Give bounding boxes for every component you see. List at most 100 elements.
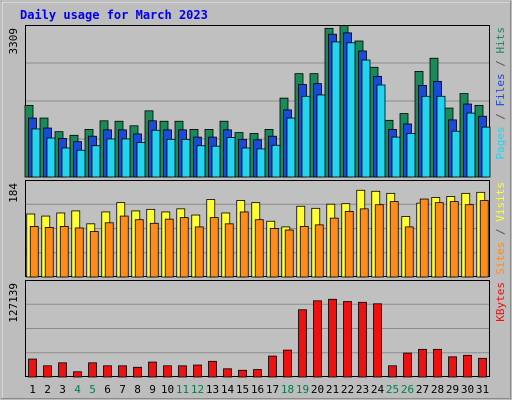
bar-pages <box>166 138 176 178</box>
bar-pages <box>226 137 236 178</box>
x-tick-label: 10 <box>161 383 174 396</box>
bar-kbytes <box>283 349 292 378</box>
series-kbytes <box>28 298 487 378</box>
chart-title: Daily usage for March 2023 <box>20 8 208 22</box>
bar-kbytes <box>373 303 382 378</box>
bar-sites <box>374 204 384 278</box>
panels: 3309 Pages / Files / Hits 184 Sites / Visit… <box>7 25 507 378</box>
panel-side-label: Sites / Visits <box>494 182 507 275</box>
bar-sites <box>344 211 354 278</box>
bar-sites <box>299 226 309 278</box>
bar-sites <box>59 226 69 278</box>
bar-kbytes <box>268 355 277 378</box>
x-tick-label: 28 <box>431 383 444 396</box>
bar-pages <box>61 147 71 178</box>
x-tick-label: 6 <box>104 383 111 396</box>
bar-kbytes <box>28 358 37 378</box>
bar-kbytes <box>403 352 412 378</box>
x-tick-label: 19 <box>296 383 309 396</box>
bar-sites <box>89 231 99 278</box>
bar-sites <box>479 200 489 278</box>
bar-kbytes <box>223 368 232 378</box>
bar-sites <box>329 217 339 278</box>
bar-pages <box>181 138 191 178</box>
side-label-part: Sites <box>494 242 507 275</box>
bar-pages <box>241 147 251 178</box>
series-pages <box>31 41 491 178</box>
bar-kbytes <box>73 371 82 378</box>
bar-pages <box>316 94 326 178</box>
side-label-part: / <box>494 107 507 127</box>
panel-kbytes: 127139 KBytes <box>7 280 507 378</box>
side-label-part: Hits <box>494 27 507 54</box>
bar-pages <box>421 95 431 178</box>
x-tick-label: 8 <box>134 383 141 396</box>
side-label-part: KBytes <box>494 282 507 322</box>
bar-pages <box>106 138 116 178</box>
x-tick-label: 29 <box>446 383 459 396</box>
x-tick-label: 13 <box>206 383 219 396</box>
bar-sites <box>434 202 444 278</box>
x-tick-label: 7 <box>119 383 126 396</box>
x-tick-label: 30 <box>461 383 474 396</box>
bar-kbytes <box>103 365 112 378</box>
bar-kbytes <box>463 354 472 378</box>
bar-pages <box>361 59 371 178</box>
bar-kbytes <box>118 365 127 378</box>
bar-kbytes <box>88 362 97 378</box>
bar-kbytes <box>433 348 442 378</box>
panel-side-label: KBytes <box>494 282 507 322</box>
bar-sites <box>389 201 399 278</box>
bar-kbytes <box>178 365 187 378</box>
bar-pages <box>391 136 401 178</box>
x-tick-label: 23 <box>356 383 369 396</box>
x-tick-label: 25 <box>386 383 399 396</box>
bar-kbytes <box>133 366 142 378</box>
panel-max-label: 184 <box>7 183 20 203</box>
bar-pages <box>136 142 146 178</box>
bar-pages <box>256 148 266 178</box>
panel-max-label: 3309 <box>7 28 20 55</box>
x-tick-label: 9 <box>149 383 156 396</box>
bar-pages <box>301 95 311 178</box>
x-tick-label: 21 <box>326 383 339 396</box>
bar-kbytes <box>388 365 397 378</box>
x-tick-label: 16 <box>251 383 264 396</box>
bar-sites <box>314 224 324 278</box>
bar-sites <box>29 226 39 278</box>
bar-sites <box>449 201 459 278</box>
bar-pages <box>481 126 491 178</box>
bar-pages <box>76 149 86 178</box>
bar-sites <box>119 215 129 278</box>
bar-kbytes <box>163 365 172 378</box>
bar-kbytes <box>313 300 322 378</box>
bar-kbytes <box>58 362 67 378</box>
bar-sites <box>404 226 414 278</box>
bar-kbytes <box>358 301 367 378</box>
bar-kbytes <box>193 364 202 378</box>
bar-kbytes <box>343 301 352 378</box>
x-tick-label: 4 <box>74 383 81 396</box>
bar-pages <box>151 129 161 178</box>
bar-pages <box>121 138 131 178</box>
bar-pages <box>406 133 416 178</box>
bar-sites <box>269 228 279 278</box>
bar-kbytes <box>148 361 157 378</box>
side-label-part: Files <box>494 73 507 106</box>
bar-pages <box>346 42 356 178</box>
bar-pages <box>46 137 56 178</box>
bar-sites <box>239 211 249 278</box>
bar-sites <box>224 223 234 278</box>
bar-sites <box>464 204 474 278</box>
bar-pages <box>331 41 341 178</box>
panel-visits: 184 Sites / Visits <box>7 180 507 278</box>
bar-pages <box>451 130 461 178</box>
x-tick-label: 22 <box>341 383 354 396</box>
bar-pages <box>91 145 101 178</box>
bar-kbytes <box>418 348 427 378</box>
bar-sites <box>134 219 144 278</box>
bar-pages <box>271 144 281 178</box>
bar-sites <box>44 227 54 278</box>
bar-pages <box>211 145 221 178</box>
